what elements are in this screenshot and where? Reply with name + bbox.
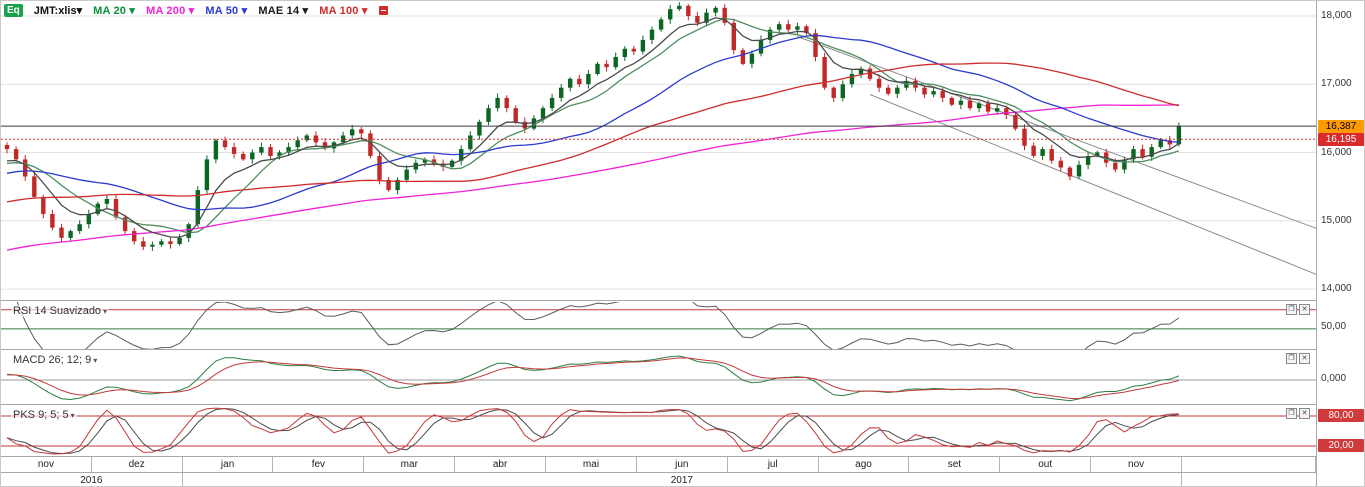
month-cell-nov-0: nov: [1, 457, 92, 472]
year-cell-2017: 2017: [183, 473, 1182, 486]
stochastic-canvas[interactable]: [1, 406, 1316, 456]
rsi-panel: RSI 14 Suavizado ▾ ❐ ✕: [1, 300, 1316, 349]
rsi-canvas[interactable]: [1, 302, 1316, 349]
month-cell-empty: [1182, 457, 1316, 472]
price-flag: 16,387: [1318, 120, 1364, 133]
restore-panel-icon[interactable]: ❐: [1286, 353, 1297, 364]
month-cell-dez-1: dez: [92, 457, 183, 472]
legend-indicator-ma-200[interactable]: MA 200 ▾: [146, 5, 195, 17]
month-cell-set-10: set: [910, 457, 1001, 472]
time-axis-months[interactable]: nov dez jan fev mar abr mai jun jul ago set out nov: [1, 456, 1364, 472]
chart-legend: Eq JMT:xlis▾ MA 20 ▾ MA 200 ▾ MA 50 ▾ MAE 1…: [4, 4, 388, 17]
month-cell-jul-8: jul: [728, 457, 819, 472]
stochastic-panel-buttons: ❐ ✕: [1286, 408, 1310, 419]
price-tick-label: 14,000: [1321, 283, 1352, 294]
symbol-label: JMT:xlis: [33, 5, 77, 17]
instrument-type-badge: Eq: [4, 4, 23, 17]
close-panel-icon[interactable]: ✕: [1299, 353, 1310, 364]
restore-panel-icon[interactable]: ❐: [1286, 304, 1297, 315]
macd-panel: MACD 26; 12; 9 ▾ ❐ ✕: [1, 349, 1316, 404]
chevron-down-icon: ▾: [93, 356, 98, 365]
close-panel-icon[interactable]: ✕: [1299, 408, 1310, 419]
month-cell-abr-5: abr: [455, 457, 546, 472]
legend-indicator-list: MA 20 ▾ MA 200 ▾ MA 50 ▾ MAE 14 ▾ MA 100 ▾: [93, 4, 367, 17]
price-flag: 16,195: [1318, 133, 1364, 146]
macd-canvas[interactable]: [1, 351, 1316, 404]
month-cell-ago-9: ago: [819, 457, 910, 472]
indicator-marker-icon[interactable]: [378, 6, 388, 15]
price-axis[interactable]: 18,000 17,000 16,000 15,000 14,000 16,387 16,1…: [1316, 1, 1364, 486]
main-chart-canvas[interactable]: [1, 1, 1316, 300]
month-cell-jun-7: jun: [637, 457, 728, 472]
price-tick-label: 16,000: [1321, 147, 1352, 158]
legend-indicator-ma-50[interactable]: MA 50 ▾: [205, 5, 248, 17]
month-cell-out-11: out: [1000, 457, 1092, 472]
legend-indicator-ma-100[interactable]: MA 100 ▾: [319, 5, 368, 17]
price-tick-label: 18,000: [1321, 10, 1352, 21]
price-panel: Eq JMT:xlis▾ MA 20 ▾ MA 200 ▾ MA 50 ▾ MAE 1…: [1, 1, 1316, 300]
restore-panel-icon[interactable]: ❐: [1286, 408, 1297, 419]
price-tick-label: 17,000: [1321, 78, 1352, 89]
month-cell-mar-4: mar: [364, 457, 456, 472]
chevron-down-icon: ▾: [76, 5, 83, 17]
macd-panel-buttons: ❐ ✕: [1286, 353, 1310, 364]
month-cell-fev-3: fev: [274, 457, 365, 472]
month-cell-mai-6: mai: [546, 457, 637, 472]
chevron-down-icon: ▾: [103, 307, 108, 316]
rsi-axis-label: 50,00: [1321, 321, 1347, 332]
stochastic-title[interactable]: PKS 9; 5; 5 ▾: [11, 409, 77, 421]
stochastic-panel: PKS 9; 5; 5 ▾ ❐ ✕: [1, 404, 1316, 456]
year-cell-2016: 2016: [1, 473, 183, 486]
month-cell-nov-12: nov: [1091, 457, 1182, 472]
symbol-selector[interactable]: JMT:xlis▾: [34, 4, 82, 17]
chevron-down-icon: ▾: [70, 411, 75, 420]
legend-indicator-mae-14[interactable]: MAE 14 ▾: [258, 5, 309, 17]
legend-indicator-ma-20[interactable]: MA 20 ▾: [93, 5, 136, 17]
rsi-panel-buttons: ❐ ✕: [1286, 304, 1310, 315]
month-cell-jan-2: jan: [183, 457, 274, 472]
pks-axis-label: 80,00: [1318, 409, 1364, 422]
close-panel-icon[interactable]: ✕: [1299, 304, 1310, 315]
price-tick-label: 15,000: [1321, 215, 1352, 226]
macd-title[interactable]: MACD 26; 12; 9 ▾: [11, 354, 100, 366]
pks-axis-label: 20,00: [1318, 439, 1364, 452]
time-axis-years: 2016 2017: [1, 472, 1364, 486]
rsi-title[interactable]: RSI 14 Suavizado ▾: [11, 305, 110, 317]
macd-axis-label: 0,000: [1321, 373, 1347, 384]
